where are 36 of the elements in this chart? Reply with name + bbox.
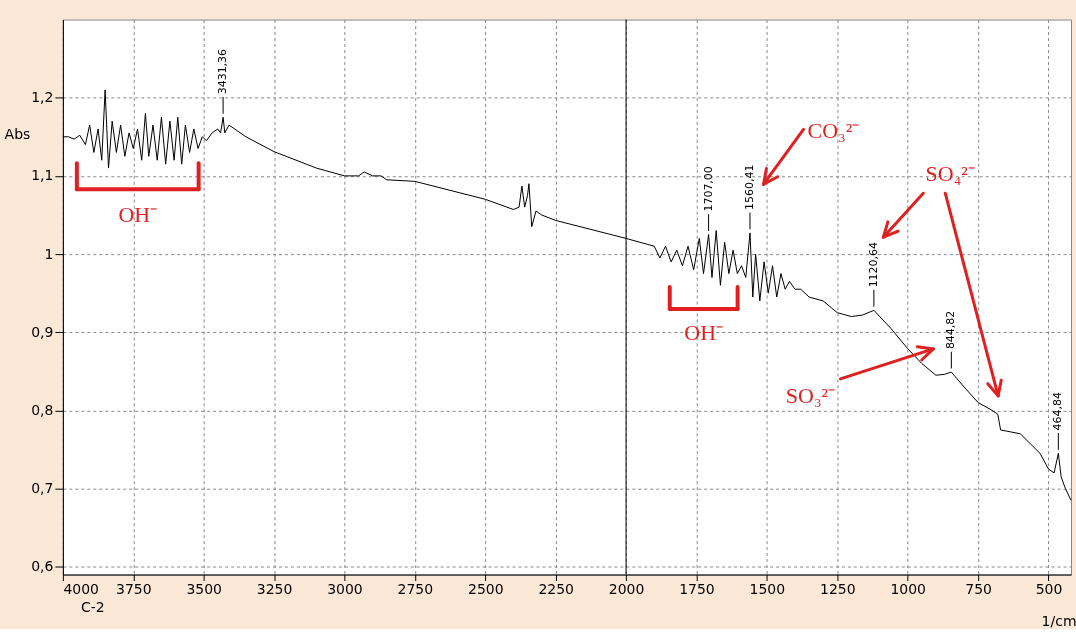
text: C-2 (80, 599, 105, 616)
annotation: SO₃²⁻ (785, 382, 836, 408)
annotation: 464,84 (1051, 392, 1065, 431)
x-tick-label: 4000 (63, 580, 99, 597)
annotation: 844,82 (944, 310, 958, 350)
x-tick-label: 750 (965, 580, 992, 597)
annotation: 3431,36 (216, 48, 230, 95)
x-tick-label: 3500 (186, 580, 222, 597)
y-axis-title: Abs (4, 126, 31, 143)
y-tick-label: 0,9 (31, 323, 54, 340)
annotation: 1120,64 (866, 241, 880, 288)
annotation: OH⁻ (684, 319, 724, 345)
annotation: 1707,00 (701, 166, 715, 212)
x-tick-label: 3000 (327, 580, 363, 597)
y-tick-label: 1,1 (31, 167, 54, 184)
y-tick-label: 0,8 (31, 401, 54, 418)
x-tick-label: 1500 (749, 580, 786, 597)
x-tick-label: 3750 (116, 580, 152, 597)
x-tick-label: 2500 (468, 580, 504, 597)
x-axis-title: 1/cm (1041, 612, 1076, 629)
x-tick-label: 2000 (608, 580, 645, 597)
x-tick-label: 2250 (538, 580, 574, 597)
y-tick-label: 0,6 (31, 558, 54, 575)
y-tick-label: 1 (44, 245, 54, 262)
y-tick-label: 0,7 (31, 480, 54, 497)
x-tick-label: 1000 (890, 580, 926, 597)
x-tick-label: 1750 (679, 580, 715, 597)
annotation: SO₄²⁻ (925, 161, 975, 187)
x-tick-label: 1250 (820, 580, 856, 597)
y-tick-label: 1,2 (31, 89, 54, 106)
x-tick-label: 3250 (256, 580, 293, 597)
x-tick-label: 500 (1035, 580, 1063, 597)
annotation: OH⁻ (118, 202, 158, 228)
x-tick-label: 2750 (397, 580, 434, 597)
annotation: 1560,41 (742, 164, 756, 210)
annotation: CO₃²⁻ (807, 118, 860, 144)
